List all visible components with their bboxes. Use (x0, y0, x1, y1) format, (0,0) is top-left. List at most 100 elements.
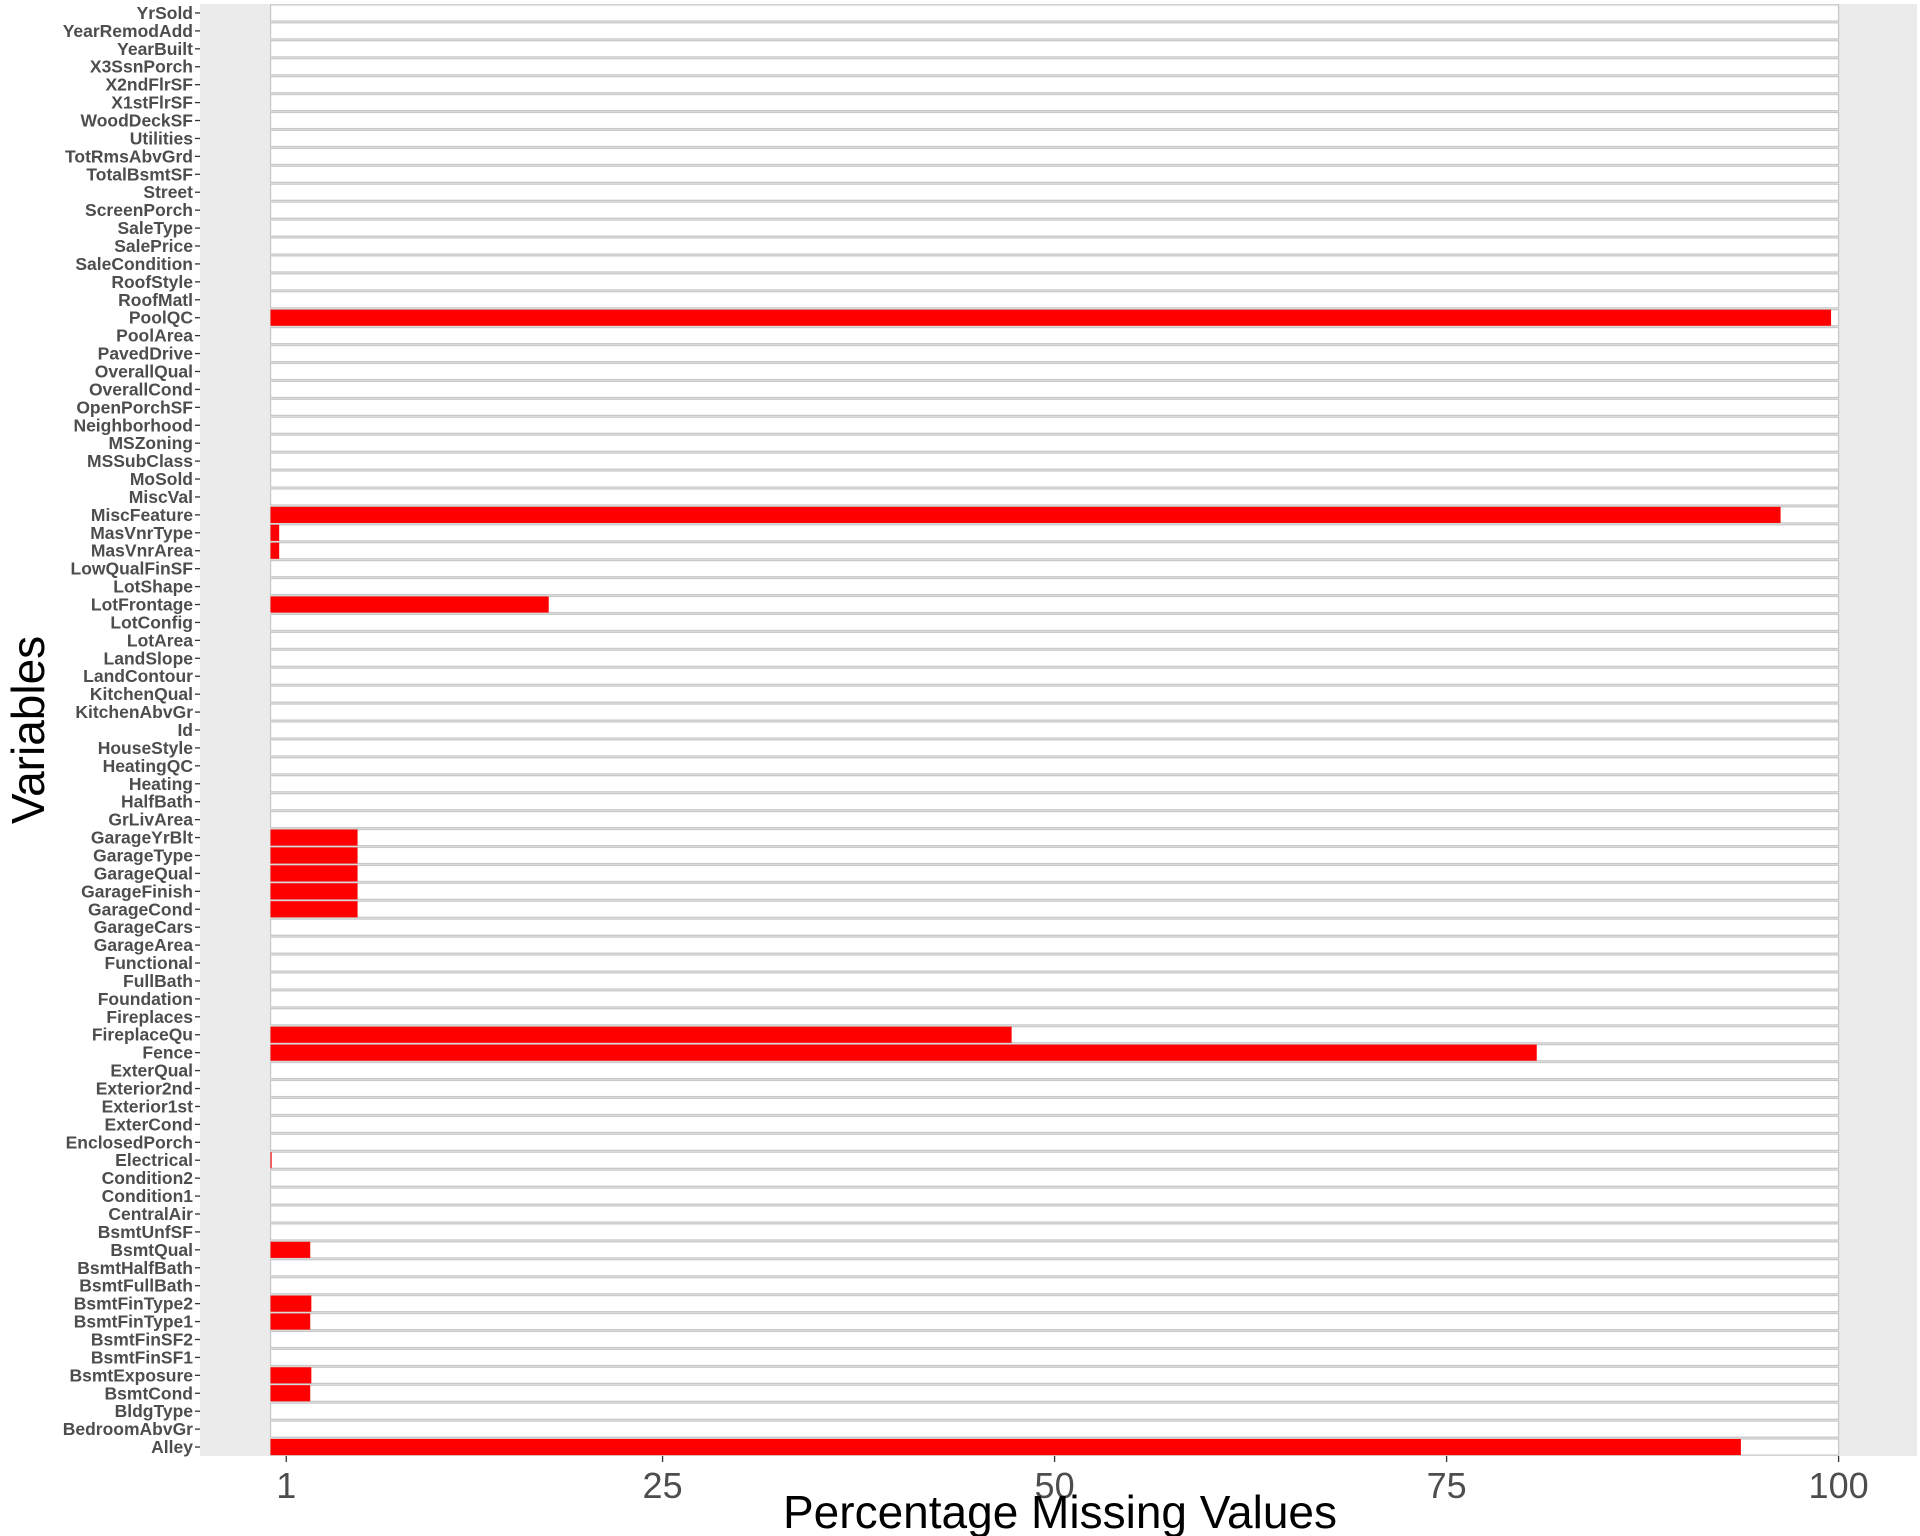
bar-background (269, 775, 1840, 793)
bar-background (269, 542, 1840, 560)
y-tick-label: ExterCond (105, 1114, 193, 1134)
bar-background (269, 1169, 1840, 1187)
bar-background (269, 1097, 1840, 1116)
bar-background (269, 273, 1840, 291)
bar-background (269, 93, 1840, 112)
bar (270, 883, 358, 900)
y-tick-label: Condition1 (102, 1186, 194, 1206)
y-tick-label: GarageCond (88, 899, 193, 919)
bar-background (269, 721, 1840, 739)
y-axis-ticks: AlleyBedroomAbvGrBldgTypeBsmtCondBsmtExp… (63, 3, 200, 1457)
bar-background (269, 792, 1840, 811)
bar-background (269, 255, 1840, 273)
y-tick-label: MSZoning (108, 433, 193, 453)
bars (270, 309, 1832, 1456)
bar-background (269, 757, 1840, 775)
bar-background (269, 344, 1840, 363)
bar-background (269, 1384, 1840, 1402)
bar (270, 865, 358, 882)
y-tick-label: GarageFinish (81, 881, 193, 901)
bar-background (269, 1223, 1840, 1241)
y-tick-label: BsmtFinSF2 (91, 1329, 193, 1349)
bar-background (269, 739, 1840, 757)
bar-background (269, 4, 1840, 22)
bar-background (269, 1294, 1840, 1313)
bar-background (269, 864, 1840, 883)
bar-background (269, 936, 1840, 954)
y-tick-label: YrSold (137, 3, 193, 23)
bar-background (269, 810, 1840, 829)
y-tick-label: MoSold (130, 469, 193, 489)
bar-background (269, 1348, 1840, 1367)
bar-background (269, 882, 1840, 901)
y-tick-label: EnclosedPorch (66, 1132, 193, 1152)
bar-background (269, 291, 1840, 309)
bar-background (269, 1205, 1840, 1223)
y-tick-label: OverallQual (95, 361, 193, 381)
bar-background (269, 237, 1840, 255)
y-tick-label: LotFrontage (91, 595, 193, 615)
bar-background (269, 488, 1840, 506)
y-tick-label: FireplaceQu (92, 1025, 193, 1045)
y-tick-label: BldgType (115, 1401, 194, 1421)
y-tick-label: BsmtUnfSF (98, 1222, 194, 1242)
bar-background (269, 398, 1840, 417)
y-tick-label: BsmtQual (110, 1240, 193, 1260)
bar-backgrounds (269, 4, 1840, 1456)
y-tick-label: BsmtFinSF1 (91, 1347, 193, 1367)
y-axis-title: Variables (2, 636, 54, 824)
bar (270, 506, 1781, 523)
y-tick-label: FullBath (123, 971, 193, 991)
bar-background (269, 1402, 1840, 1420)
y-tick-label: CentralAir (108, 1204, 193, 1224)
y-tick-label: YearBuilt (117, 39, 193, 59)
y-tick-label: BsmtFullBath (79, 1276, 193, 1296)
y-tick-label: Functional (105, 953, 193, 973)
y-tick-label: Exterior1st (102, 1096, 194, 1116)
y-tick-label: SaleType (117, 218, 193, 238)
y-tick-label: SalePrice (114, 236, 193, 256)
bar-background (269, 22, 1840, 40)
y-tick-label: ExterQual (110, 1061, 193, 1081)
y-tick-label: RoofStyle (111, 272, 193, 292)
y-tick-label: HeatingQC (103, 756, 194, 776)
y-tick-label: BsmtFinType1 (74, 1312, 194, 1332)
y-tick-label: YearRemodAdd (63, 21, 193, 41)
y-tick-label: LandSlope (104, 648, 194, 668)
y-tick-label: Heating (129, 774, 193, 794)
x-tick-label: 100 (1809, 1465, 1869, 1506)
y-tick-label: Exterior2nd (96, 1079, 193, 1099)
y-tick-label: MiscVal (129, 487, 193, 507)
bar-background (269, 828, 1840, 847)
bar-background (269, 1330, 1840, 1349)
bar-background (269, 972, 1840, 990)
bar-background (269, 40, 1840, 58)
bar-background (269, 1241, 1840, 1259)
y-tick-label: Fence (142, 1043, 193, 1063)
y-tick-label: GrLivArea (108, 810, 193, 830)
y-tick-label: X2ndFlrSF (105, 75, 193, 95)
y-tick-label: Electrical (115, 1150, 193, 1170)
bar-background (269, 183, 1840, 201)
y-tick-label: Utilities (130, 128, 193, 148)
bar-background (269, 1259, 1840, 1277)
y-tick-label: GarageArea (94, 935, 193, 955)
bar-background (269, 524, 1840, 542)
y-tick-label: GarageQual (94, 863, 193, 883)
bar-background (269, 1276, 1840, 1295)
y-tick-label: Id (177, 720, 193, 740)
bar (270, 901, 358, 918)
bar-background (269, 201, 1840, 219)
y-tick-label: MasVnrType (90, 523, 193, 543)
bar-background (269, 75, 1840, 94)
bar (270, 596, 549, 613)
bar-background (269, 452, 1840, 470)
bar-background (269, 1366, 1840, 1385)
y-tick-label: Neighborhood (73, 415, 193, 435)
bar-background (269, 1061, 1840, 1080)
bar (270, 829, 358, 846)
y-tick-label: OpenPorchSF (76, 397, 193, 417)
bar-background (269, 219, 1840, 237)
y-tick-label: LandContour (83, 666, 193, 686)
y-tick-label: Alley (151, 1437, 193, 1457)
